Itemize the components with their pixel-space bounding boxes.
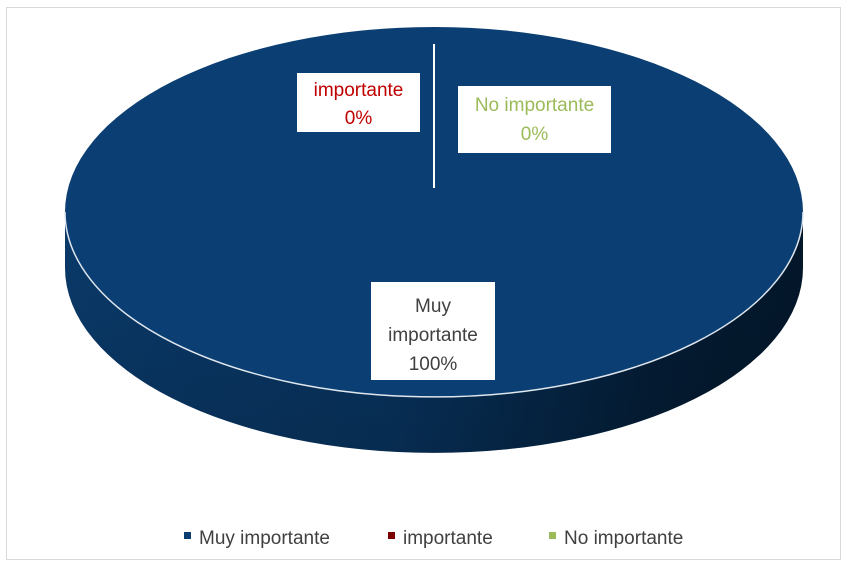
legend-item-muy-importante: Muy importante xyxy=(184,528,330,549)
data-label-no-importante-category: No importante xyxy=(475,95,594,116)
data-label-muy-importante: Muy importante 100% xyxy=(371,282,495,380)
data-label-importante: importante 0% xyxy=(297,73,420,132)
pie-slice-muy-importante xyxy=(65,27,803,397)
data-label-importante-percent: 0% xyxy=(345,108,373,129)
legend-item-importante: importante xyxy=(388,528,493,549)
data-label-muy-importante-line2: importante xyxy=(388,325,478,346)
data-label-importante-category: importante xyxy=(314,80,404,101)
pie-rim xyxy=(64,211,804,398)
legend: Muy importante importante No importante xyxy=(184,528,683,549)
pie-side-shade xyxy=(65,212,803,453)
data-label-muy-importante-line1: Muy xyxy=(415,296,451,317)
pie-top xyxy=(65,27,803,397)
pie-chart: importante 0% No importante 0% Muy impor… xyxy=(64,27,804,549)
legend-swatch-muy-importante xyxy=(184,532,191,539)
legend-label-no-importante: No importante xyxy=(564,528,683,549)
chart-frame: importante 0% No importante 0% Muy impor… xyxy=(6,7,841,560)
legend-item-no-importante: No importante xyxy=(549,528,683,549)
data-label-muy-importante-percent: 100% xyxy=(409,354,458,375)
legend-label-muy-importante: Muy importante xyxy=(199,528,330,549)
data-label-no-importante: No importante 0% xyxy=(458,86,611,153)
legend-label-importante: importante xyxy=(403,528,493,549)
legend-swatch-importante xyxy=(388,532,395,539)
legend-swatch-no-importante xyxy=(549,532,556,539)
data-label-no-importante-percent: 0% xyxy=(521,124,549,145)
